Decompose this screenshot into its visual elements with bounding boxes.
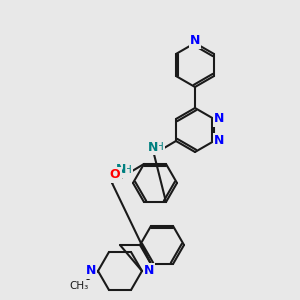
- Text: H: H: [124, 165, 132, 175]
- Text: N: N: [214, 134, 224, 148]
- Text: N: N: [214, 112, 224, 125]
- Text: N: N: [86, 265, 96, 278]
- Text: N: N: [144, 265, 154, 278]
- Text: N: N: [148, 141, 158, 154]
- Text: CH₃: CH₃: [69, 281, 88, 291]
- Text: N: N: [116, 164, 126, 176]
- Text: O: O: [110, 168, 120, 182]
- Text: H: H: [156, 142, 164, 152]
- Text: N: N: [190, 34, 200, 47]
